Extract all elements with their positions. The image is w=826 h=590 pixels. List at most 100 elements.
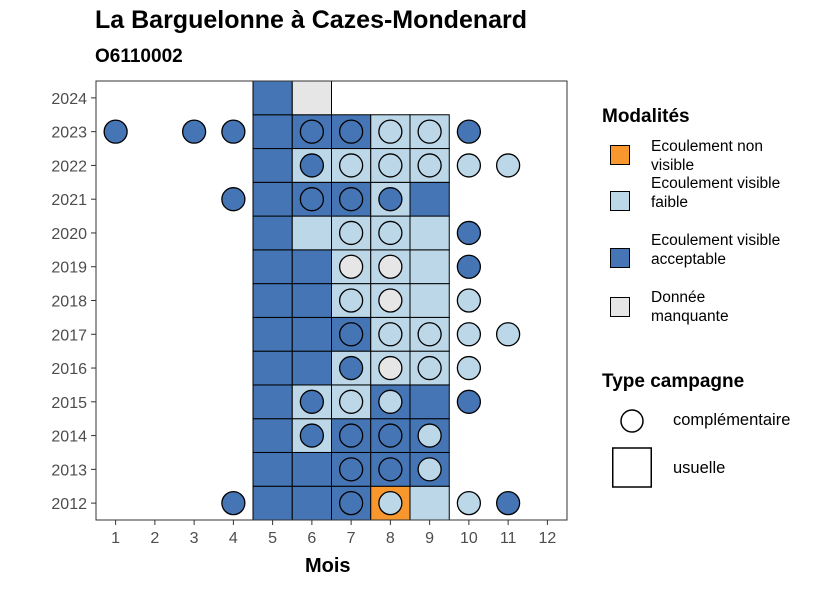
point-2013-9: [417, 457, 442, 482]
legend-key-va: [610, 248, 630, 268]
cell-2017-5: [252, 316, 293, 352]
cell-2016-6: [291, 350, 332, 386]
cell-2019-9: [409, 249, 450, 285]
point-2019-7: [338, 254, 364, 279]
point-2018-10: [456, 288, 482, 313]
x-tick-label-10: 10: [460, 530, 478, 547]
cell-2018-6: [291, 283, 332, 318]
cell-2016-5: [252, 350, 293, 386]
point-2016-9: [417, 355, 442, 381]
legend-label-nv: Ecoulement non visible: [651, 138, 764, 174]
cell-2019-5: [252, 249, 293, 285]
point-2023-10: [456, 119, 482, 144]
point-2023-7: [338, 119, 364, 144]
point-2012-8: [378, 490, 403, 516]
point-2015-6: [299, 389, 325, 414]
x-tick-label-6: 6: [307, 530, 316, 547]
chart-subtitle: O6110002: [95, 46, 183, 67]
point-2020-8: [378, 220, 403, 246]
legend-label-va: Ecoulement visible acceptable: [651, 232, 781, 268]
y-tick-label-2014: 2014: [51, 429, 87, 446]
cell-2014-5: [252, 418, 293, 453]
point-2012-11: [495, 490, 521, 516]
legend-key-nv: [610, 145, 630, 165]
point-2017-8: [378, 322, 403, 347]
cell-2012-9: [409, 485, 450, 521]
legend-key-vf: [610, 191, 630, 211]
point-2017-9: [417, 322, 442, 347]
cell-2018-5: [252, 283, 293, 318]
cell-2020-5: [252, 215, 293, 251]
cell-2021-9: [409, 181, 450, 217]
y-tick-label-2019: 2019: [51, 260, 87, 277]
point-2012-10: [456, 490, 482, 516]
point-2019-10: [456, 254, 482, 279]
point-2013-8: [378, 457, 403, 482]
cell-2022-5: [252, 148, 293, 183]
point-2021-7: [338, 187, 364, 212]
point-2022-11: [495, 153, 521, 178]
point-2016-10: [456, 355, 482, 381]
point-2023-3: [181, 119, 207, 144]
y-tick-label-2015: 2015: [51, 395, 87, 412]
y-tick-label-2020: 2020: [51, 226, 87, 243]
chart-title: La Barguelonne à Cazes-Mondenard: [95, 6, 528, 34]
point-2015-8: [378, 389, 403, 414]
legend-campagne-keys: [612, 409, 652, 488]
point-2014-9: [417, 423, 442, 448]
y-tick-label-2021: 2021: [51, 192, 87, 209]
point-2015-10: [456, 389, 482, 414]
point-2014-8: [378, 423, 403, 448]
point-2012-4: [221, 490, 246, 516]
point-2021-4: [221, 187, 246, 212]
point-2014-7: [338, 423, 364, 448]
point-2021-8: [378, 187, 403, 212]
cell-2021-5: [252, 181, 293, 217]
y-tick-label-2018: 2018: [51, 294, 87, 311]
cell-2020-6: [291, 215, 332, 251]
point-2019-8: [378, 254, 403, 279]
point-2022-9: [417, 153, 442, 178]
y-tick-label-2016: 2016: [51, 361, 87, 378]
axes: 1 2 3 4 5 6 7 8 9 10 11 122012201320142015201620172…: [51, 80, 568, 547]
legend-label-complementaire: complémentaire: [673, 411, 791, 429]
point-2014-6: [299, 423, 325, 448]
y-tick-label-2013: 2013: [51, 462, 87, 479]
x-tick-label-1: 1: [111, 530, 120, 547]
point-2017-11: [495, 322, 521, 347]
point-2020-10: [456, 220, 482, 246]
cell-2015-9: [409, 384, 450, 420]
y-tick-label-2024: 2024: [51, 91, 87, 108]
point-2023-8: [378, 119, 403, 144]
legend-campagne-title: Type campagne: [602, 371, 745, 392]
cell-2024-6: [291, 80, 332, 116]
x-tick-label-9: 9: [425, 530, 434, 547]
complementaire-points: [103, 119, 521, 516]
point-2022-10: [456, 153, 482, 178]
cell-2020-9: [409, 215, 450, 251]
cell-2023-5: [252, 114, 293, 150]
point-2022-7: [338, 153, 364, 178]
point-2023-4: [221, 119, 246, 144]
point-2023-1: [103, 119, 128, 144]
cell-2019-6: [291, 249, 332, 285]
y-tick-label-2023: 2023: [51, 125, 87, 142]
cell-2012-6: [291, 485, 332, 521]
point-2023-9: [417, 119, 442, 144]
x-tick-label-3: 3: [190, 530, 199, 547]
point-2020-7: [338, 220, 364, 246]
cell-2012-5: [252, 485, 293, 521]
point-2017-10: [456, 322, 482, 347]
point-2013-7: [338, 457, 364, 482]
cell-2013-5: [252, 451, 293, 487]
x-axis-label: Mois: [305, 555, 351, 577]
y-tick-label-2017: 2017: [51, 327, 87, 344]
legend-label-dm: Donnée manquante: [651, 289, 729, 325]
cell-2018-9: [409, 283, 450, 318]
legend-circle-icon: [620, 409, 644, 433]
point-2018-8: [378, 288, 403, 313]
point-2022-8: [378, 153, 403, 178]
x-tick-label-11: 11: [500, 530, 517, 547]
cell-2024-5: [252, 80, 293, 116]
cell-2015-5: [252, 384, 293, 420]
